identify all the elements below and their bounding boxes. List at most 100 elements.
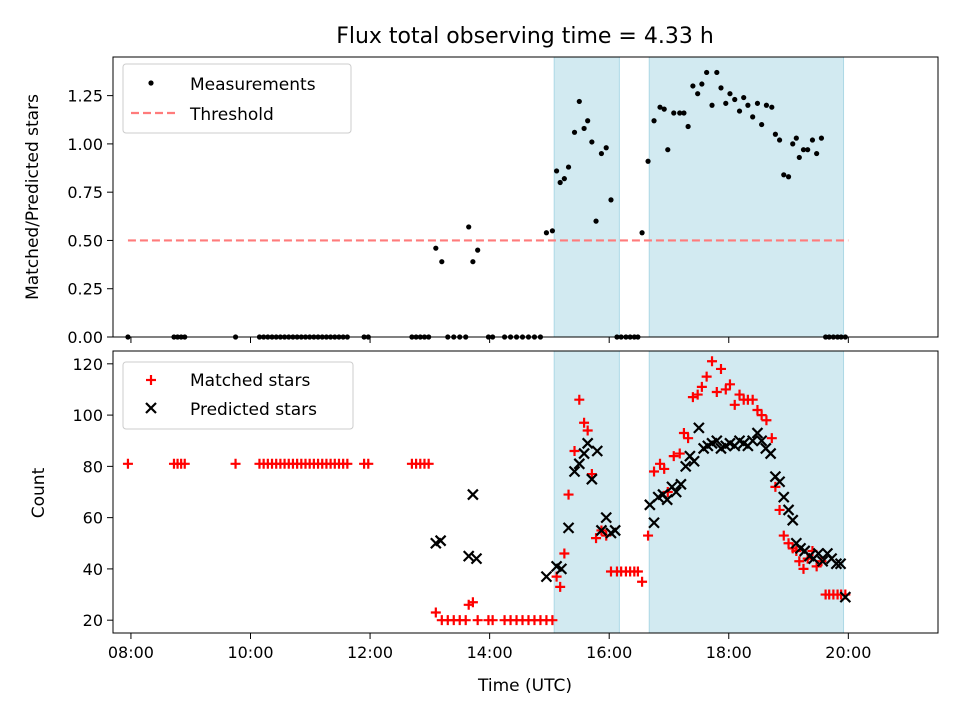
top-y-tick-label: 0.50 bbox=[67, 231, 103, 250]
matched-star-marker bbox=[766, 433, 777, 444]
matched-star-marker bbox=[747, 394, 758, 405]
predicted-star-marker bbox=[462, 550, 475, 562]
matched-star-marker bbox=[643, 530, 654, 541]
bottom-y-axis: 20 40 60 80 100 120 bbox=[72, 355, 113, 630]
predicted-star-marker bbox=[816, 555, 829, 567]
matched-star-marker bbox=[783, 538, 794, 549]
bottom-y-tick-label: 100 bbox=[72, 406, 103, 425]
matched-star-marker bbox=[752, 404, 763, 415]
bottom-y-tick-label: 20 bbox=[83, 611, 103, 630]
measurement-point bbox=[581, 125, 587, 132]
predicted-star-marker bbox=[751, 427, 764, 439]
top-legend-box bbox=[122, 63, 352, 134]
matched-star-marker bbox=[729, 399, 740, 410]
top-x-axis bbox=[130, 337, 849, 343]
matched-star-marker bbox=[683, 433, 694, 444]
bottom-x-tick-label: 18:00 bbox=[706, 643, 752, 662]
matched-star-marker bbox=[363, 458, 374, 469]
measurement-point bbox=[651, 118, 657, 124]
predicted-star-marker bbox=[434, 534, 447, 547]
measurement-point bbox=[598, 150, 605, 157]
measurement-point bbox=[466, 224, 472, 230]
measurement-point bbox=[809, 137, 816, 143]
predicted-star-marker bbox=[540, 570, 553, 583]
top-shaded-interval-0 bbox=[553, 56, 620, 338]
matched-star-marker bbox=[798, 563, 809, 574]
bottom-shaded-interval-1 bbox=[648, 350, 845, 634]
measurement-point bbox=[772, 131, 778, 137]
predicted-star-marker bbox=[573, 458, 586, 470]
matched-star-marker bbox=[711, 387, 722, 398]
measurement-point bbox=[576, 98, 582, 105]
measurement-point bbox=[557, 179, 563, 186]
legend-threshold-label: Threshold bbox=[189, 105, 274, 125]
top-y-tick-label: 1.25 bbox=[67, 87, 103, 106]
predicted-star-marker bbox=[688, 455, 700, 468]
matched-star-marker bbox=[555, 581, 566, 592]
measurement-point bbox=[732, 96, 738, 103]
matched-star-marker bbox=[579, 417, 590, 428]
matched-star-marker bbox=[563, 489, 574, 500]
matched-star-marker bbox=[756, 410, 767, 421]
legend-matched-marker bbox=[146, 375, 156, 385]
top-shaded-interval-1 bbox=[648, 56, 845, 338]
measurement-point bbox=[561, 176, 567, 182]
predicted-star-marker bbox=[786, 514, 799, 526]
chart-title: Flux total observing time = 4.33 h bbox=[336, 24, 714, 49]
bottom-y-tick-label: 80 bbox=[83, 457, 103, 476]
measurement-point bbox=[645, 158, 651, 164]
predicted-star-marker bbox=[693, 422, 705, 434]
matched-star-marker bbox=[472, 615, 483, 626]
predicted-star-marker bbox=[777, 491, 790, 503]
matched-star-marker bbox=[230, 458, 241, 469]
legend-matched-label: Matched stars bbox=[190, 371, 310, 391]
measurement-point bbox=[603, 145, 609, 151]
matched-star-marker bbox=[715, 363, 726, 374]
matched-star-marker bbox=[637, 576, 648, 587]
predicted-star-marker bbox=[830, 558, 843, 570]
measurement-point bbox=[685, 123, 691, 130]
measurement-point bbox=[796, 154, 802, 161]
matched-star-marker bbox=[460, 615, 471, 626]
measurement-point bbox=[769, 104, 775, 110]
matched-star-marker bbox=[430, 607, 441, 618]
bottom-legend-box bbox=[122, 361, 354, 430]
bottom-shaded-interval-0 bbox=[553, 350, 620, 634]
measurement-point bbox=[665, 147, 671, 153]
matched-star-marker bbox=[720, 384, 731, 395]
predicted-star-marker bbox=[586, 473, 598, 485]
measurement-point bbox=[805, 147, 811, 153]
predicted-star-marker bbox=[648, 516, 660, 529]
top-y-axis-label: Matched/Predicted stars bbox=[23, 94, 43, 300]
measurement-point bbox=[793, 135, 799, 141]
bottom-y-tick-label: 120 bbox=[72, 355, 103, 374]
matched-star-marker bbox=[791, 545, 802, 556]
measurement-point bbox=[785, 174, 792, 180]
predicted-star-marker bbox=[562, 522, 575, 534]
matched-star-marker bbox=[423, 458, 434, 469]
matched-star-marker bbox=[547, 615, 558, 626]
predicted-star-marker bbox=[764, 447, 777, 460]
predicted-star-marker bbox=[675, 478, 687, 491]
measurement-point bbox=[543, 230, 550, 236]
matched-star-marker bbox=[569, 445, 580, 456]
matched-star-marker bbox=[582, 425, 593, 436]
measurement-point bbox=[704, 69, 710, 76]
measurement-point bbox=[718, 85, 724, 91]
matched-star-marker bbox=[701, 371, 712, 382]
matched-star-marker bbox=[778, 530, 789, 541]
measurement-point bbox=[695, 91, 701, 97]
measurement-point bbox=[709, 102, 715, 108]
matched-star-marker bbox=[487, 615, 498, 626]
measurement-point bbox=[671, 110, 677, 116]
predicted-star-marker bbox=[555, 563, 568, 575]
predicted-star-marker bbox=[470, 552, 483, 565]
predicted-star-marker bbox=[746, 434, 759, 447]
measurement-point bbox=[475, 247, 481, 253]
measurement-point bbox=[639, 230, 645, 236]
matched-star-marker bbox=[734, 389, 745, 400]
measurement-point bbox=[593, 218, 599, 224]
predicted-star-marker bbox=[467, 488, 479, 501]
measurement-point bbox=[553, 168, 560, 174]
